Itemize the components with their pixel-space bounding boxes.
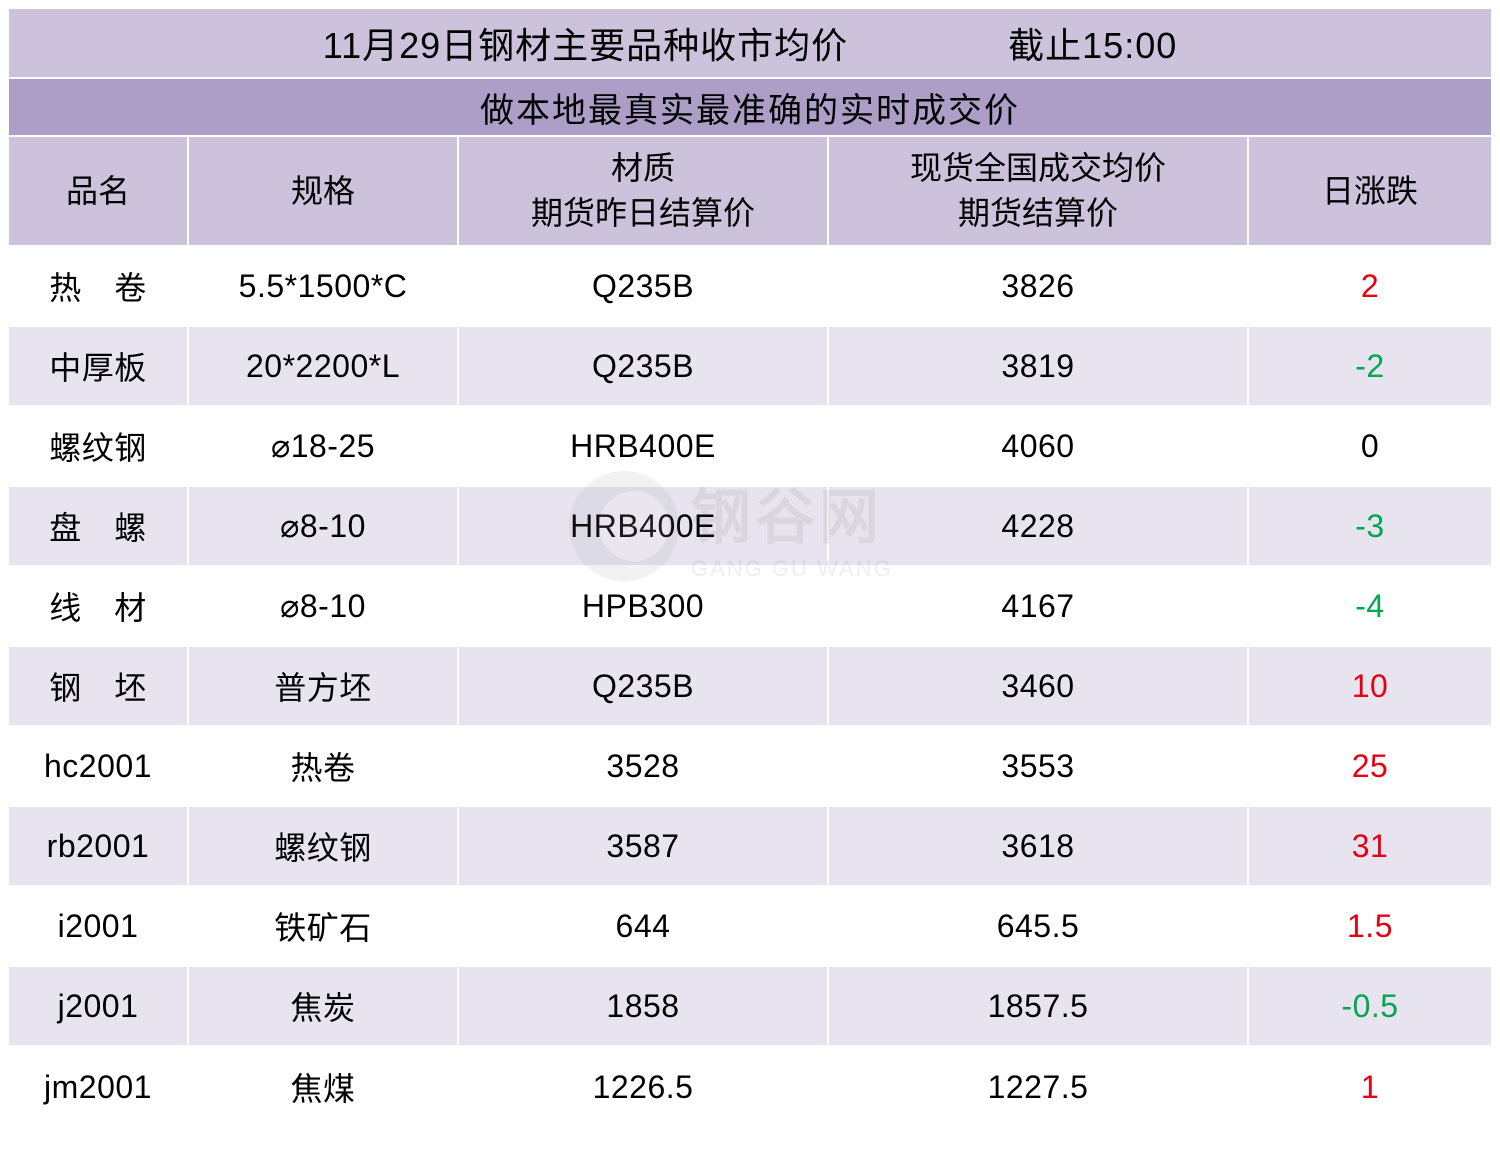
header-material: 材质 期货昨日结算价 [459,137,829,245]
cell-daily-change: 1 [1249,1047,1491,1127]
table-title-main: 11月29日钢材主要品种收市均价 [323,17,848,69]
cell-spec: 螺纹钢 [189,807,459,885]
cell-daily-change: -2 [1249,327,1491,405]
cell-material: Q235B [459,647,829,725]
cell-product-name: 中厚板 [9,327,189,405]
table-row: 热 卷5.5*1500*CQ235B38262 [9,247,1491,327]
header-product-name: 品名 [9,137,189,245]
table-title-row: 11月29日钢材主要品种收市均价 截止15:00 [9,9,1491,79]
cell-price: 3826 [829,247,1249,325]
table-title-deadline: 截止15:00 [1008,17,1177,69]
table-header-row: 品名 规格 材质 期货昨日结算价 现货全国成交均价 期货结算价 日涨跌 [9,137,1491,247]
cell-daily-change: 2 [1249,247,1491,325]
cell-spec: 普方坯 [189,647,459,725]
cell-price: 4228 [829,487,1249,565]
cell-material: HRB400E [459,407,829,485]
header-spec: 规格 [189,137,459,245]
cell-material: Q235B [459,247,829,325]
cell-product-name: 线 材 [9,567,189,645]
steel-price-table: 11月29日钢材主要品种收市均价 截止15:00 做本地最真实最准确的实时成交价… [8,8,1492,1128]
cell-price: 645.5 [829,887,1249,965]
cell-daily-change: -3 [1249,487,1491,565]
cell-spec: 焦煤 [189,1047,459,1127]
cell-material: 3587 [459,807,829,885]
cell-spec: 20*2200*L [189,327,459,405]
table-row: 钢 坯普方坯Q235B346010 [9,647,1491,727]
cell-material: HRB400E [459,487,829,565]
cell-spec: ⌀8-10 [189,487,459,565]
cell-price: 3460 [829,647,1249,725]
cell-daily-change: 31 [1249,807,1491,885]
cell-product-name: 钢 坯 [9,647,189,725]
cell-material: 644 [459,887,829,965]
table-body: 热 卷5.5*1500*CQ235B38262中厚板20*2200*LQ235B… [9,247,1491,1127]
table-subtitle-text: 做本地最真实最准确的实时成交价 [480,83,1020,132]
cell-price: 3819 [829,327,1249,405]
cell-material: 1226.5 [459,1047,829,1127]
cell-daily-change: -0.5 [1249,967,1491,1045]
cell-spec: 热卷 [189,727,459,805]
table-row: 中厚板20*2200*LQ235B3819-2 [9,327,1491,407]
cell-spec: ⌀18-25 [189,407,459,485]
cell-daily-change: 25 [1249,727,1491,805]
cell-price: 4060 [829,407,1249,485]
cell-price: 1857.5 [829,967,1249,1045]
table-row: 盘 螺⌀8-10HRB400E4228-3 [9,487,1491,567]
cell-spec: 铁矿石 [189,887,459,965]
cell-material: Q235B [459,327,829,405]
cell-price: 3553 [829,727,1249,805]
cell-product-name: hc2001 [9,727,189,805]
cell-spec: 5.5*1500*C [189,247,459,325]
cell-daily-change: -4 [1249,567,1491,645]
table-row: j2001焦炭18581857.5-0.5 [9,967,1491,1047]
cell-product-name: i2001 [9,887,189,965]
cell-material: 1858 [459,967,829,1045]
cell-product-name: jm2001 [9,1047,189,1127]
cell-product-name: j2001 [9,967,189,1045]
cell-price: 3618 [829,807,1249,885]
cell-price: 4167 [829,567,1249,645]
table-row: jm2001焦煤1226.51227.51 [9,1047,1491,1127]
cell-daily-change: 1.5 [1249,887,1491,965]
table-row: i2001铁矿石644645.51.5 [9,887,1491,967]
table-row: 螺纹钢⌀18-25HRB400E40600 [9,407,1491,487]
table-subtitle-row: 做本地最真实最准确的实时成交价 [9,79,1491,137]
cell-product-name: rb2001 [9,807,189,885]
table-row: 线 材⌀8-10HPB3004167-4 [9,567,1491,647]
cell-daily-change: 0 [1249,407,1491,485]
cell-material: 3528 [459,727,829,805]
header-price: 现货全国成交均价 期货结算价 [829,137,1249,245]
cell-spec: 焦炭 [189,967,459,1045]
cell-spec: ⌀8-10 [189,567,459,645]
cell-price: 1227.5 [829,1047,1249,1127]
cell-product-name: 盘 螺 [9,487,189,565]
header-daily-change: 日涨跌 [1249,137,1491,245]
table-row: hc2001热卷3528355325 [9,727,1491,807]
cell-daily-change: 10 [1249,647,1491,725]
table-row: rb2001螺纹钢3587361831 [9,807,1491,887]
cell-product-name: 螺纹钢 [9,407,189,485]
cell-product-name: 热 卷 [9,247,189,325]
cell-material: HPB300 [459,567,829,645]
